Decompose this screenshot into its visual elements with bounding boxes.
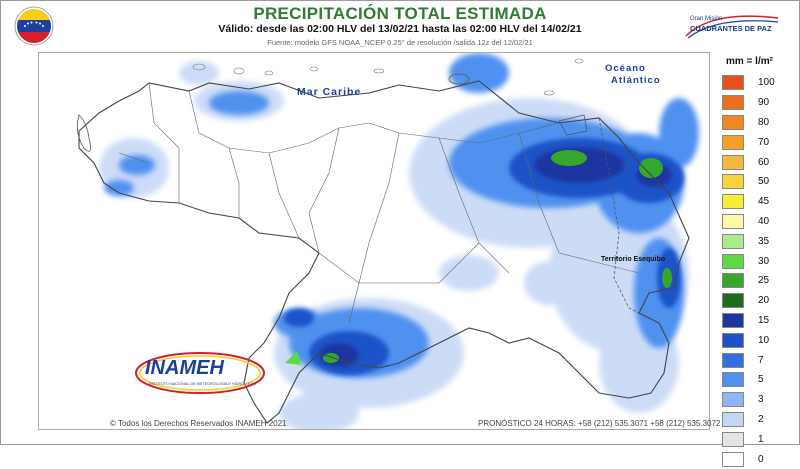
legend-rows: 100 90 80 70 60 50 45 40 35 30 25 20 15 10 7 5 3 2 1 0 (722, 73, 792, 469)
venezuela-flag-icon (14, 6, 54, 46)
esequibo-label: Territorio Esequibo (601, 256, 665, 263)
legend-swatch (722, 233, 744, 249)
source-line: Fuente: modelo GFS NOAA_NCEP 0.25° de re… (267, 38, 533, 47)
legend-swatch (722, 95, 744, 111)
header: PRECIPITACIÓN TOTAL ESTIMADA Válido: des… (0, 0, 800, 52)
legend-row: 25 (722, 271, 792, 291)
legend-row: 100 (722, 73, 792, 93)
legend-row: 3 (722, 390, 792, 410)
gmcp-line2: CUADRANTES DE PAZ (690, 24, 772, 33)
caribbean-islands (192, 58, 584, 96)
precipitation-map: Mar Caribe Océano Atlántico Territorio E… (38, 52, 710, 430)
legend-row: 70 (722, 132, 792, 152)
legend-value: 3 (758, 394, 764, 406)
inameh-emblem-icon (135, 352, 265, 394)
legend-swatch (722, 114, 744, 130)
inameh-fullname: INSTITUTO NACIONAL DE METEOROLOGÍA E HID… (149, 382, 256, 386)
legend-swatch (722, 293, 744, 309)
legend-swatch (722, 75, 744, 91)
legend-value: 100 (758, 77, 775, 89)
legend-row: 30 (722, 251, 792, 271)
legend-swatch (722, 174, 744, 190)
precipitation-legend: mm = l/m² 100 90 80 70 60 50 45 40 35 30 25 20 15 10 7… (722, 56, 792, 469)
legend-swatch (722, 352, 744, 368)
legend-swatch (722, 213, 744, 229)
legend-swatch (722, 194, 744, 210)
legend-swatch (722, 332, 744, 348)
legend-value: 35 (758, 235, 770, 247)
legend-value: 5 (758, 374, 764, 386)
page-title: PRECIPITACIÓN TOTAL ESTIMADA (253, 4, 547, 23)
precipitation-field-peak (285, 150, 672, 365)
legend-value: 80 (758, 116, 770, 128)
sea-label: Mar Caribe (297, 86, 361, 98)
legend-value: 1 (758, 433, 764, 445)
legend-row: 1 (722, 429, 792, 449)
trinidad-island (558, 114, 588, 136)
legend-value: 90 (758, 97, 770, 109)
lake-maracaibo (76, 114, 92, 152)
legend-row: 20 (722, 291, 792, 311)
legend-swatch (722, 431, 744, 447)
legend-row: 2 (722, 410, 792, 430)
legend-value: 25 (758, 275, 770, 287)
esequibo-boundary (598, 117, 640, 314)
legend-row: 50 (722, 172, 792, 192)
legend-value: 20 (758, 295, 770, 307)
legend-row: 0 (722, 449, 792, 469)
legend-value: 10 (758, 334, 770, 346)
legend-swatch (722, 312, 744, 328)
ocean-label-line1: Océano (605, 63, 646, 74)
margarita-island (448, 73, 470, 85)
ocean-label-line2: Atlántico (611, 75, 661, 86)
legend-swatch (722, 392, 744, 408)
copyright-footer: © Todos los Derechos Reservados INAMEH 2… (110, 419, 287, 428)
legend-swatch (722, 253, 744, 269)
legend-row: 15 (722, 311, 792, 331)
legend-row: 5 (722, 370, 792, 390)
legend-value: 70 (758, 136, 770, 148)
legend-swatch (722, 154, 744, 170)
legend-title: mm = l/m² (726, 56, 773, 67)
legend-value: 50 (758, 176, 770, 188)
legend-value: 0 (758, 453, 764, 465)
legend-value: 60 (758, 156, 770, 168)
legend-row: 80 (722, 113, 792, 133)
legend-value: 45 (758, 196, 770, 208)
legend-swatch (722, 372, 744, 388)
gmcp-logo: Gran Misión CUADRANTES DE PAZ (682, 10, 782, 42)
legend-swatch (722, 411, 744, 427)
legend-row: 60 (722, 152, 792, 172)
inameh-brand: INAMEH (145, 357, 224, 379)
inameh-logo: INAMEH INSTITUTO NACIONAL DE METEOROLOGÍ… (131, 349, 269, 399)
legend-row: 7 (722, 350, 792, 370)
legend-row: 10 (722, 330, 792, 350)
legend-value: 7 (758, 354, 764, 366)
legend-row: 35 (722, 231, 792, 251)
legend-row: 40 (722, 212, 792, 232)
legend-value: 15 (758, 314, 770, 326)
legend-value: 30 (758, 255, 770, 267)
gmcp-emblem-icon (685, 15, 779, 39)
map-canvas: Mar Caribe Océano Atlántico Territorio E… (76, 53, 699, 429)
validity-subtitle: Válido: desde las 02:00 HLV del 13/02/21… (218, 23, 582, 35)
legend-swatch (722, 451, 744, 467)
forecast-contact-footer: PRONÓSTICO 24 HORAS: +58 (212) 535.3071 … (478, 419, 721, 428)
legend-row: 45 (722, 192, 792, 212)
legend-swatch (722, 134, 744, 150)
legend-row: 90 (722, 93, 792, 113)
legend-value: 2 (758, 413, 764, 425)
legend-swatch (722, 273, 744, 289)
venezuela-outline (78, 80, 690, 424)
gmcp-line1: Gran Misión (690, 16, 723, 22)
legend-value: 40 (758, 215, 770, 227)
state-borders (118, 82, 640, 324)
